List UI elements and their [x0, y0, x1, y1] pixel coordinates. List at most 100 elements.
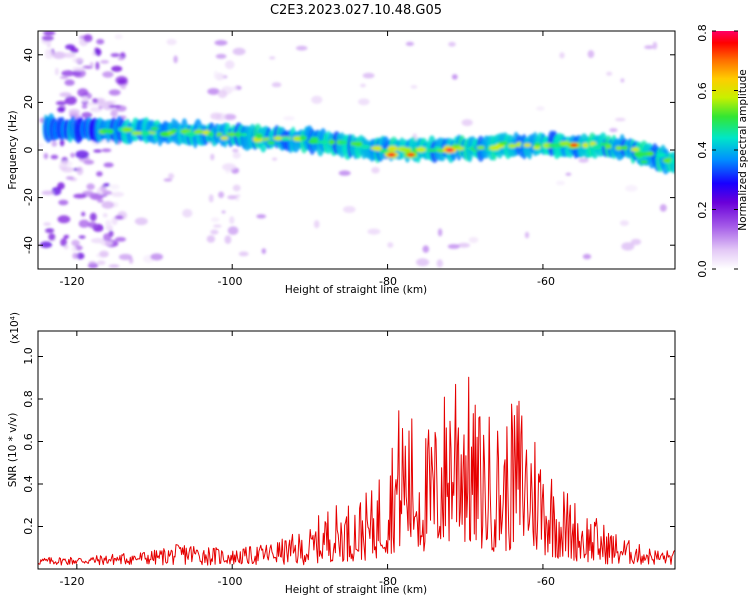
heatmap-noise-cell [114, 237, 127, 242]
heatmap-noise-cell [102, 213, 108, 218]
heatmap-noise-cell [101, 148, 112, 153]
snr-ticks [38, 331, 675, 569]
heatmap-noise-cell [232, 47, 246, 56]
heatmap-noise-cell [108, 264, 120, 268]
heatmap-noise-cell [228, 86, 238, 91]
heatmap-noise-cell [52, 51, 66, 59]
heatmap-noise-cell [214, 40, 228, 46]
heatmap-noise-cell [283, 116, 295, 121]
heatmap-noise-cell [96, 260, 106, 266]
heatmap-noise-cell [114, 34, 123, 40]
heatmap-noise-cell [75, 150, 89, 159]
heatmap-noise-cell [51, 141, 58, 147]
heatmap-band-core [359, 144, 371, 150]
heatmap-noise-cell [76, 252, 85, 260]
heatmap-band-core [255, 133, 263, 139]
heatmap-noise-cell [150, 253, 163, 261]
heatmap-noise-cell [103, 162, 114, 168]
heatmap-noise-cell [582, 253, 592, 260]
heatmap-noise-cell [55, 101, 67, 106]
heatmap-noise-cell [109, 184, 120, 190]
heatmap-noise-cell [59, 92, 72, 98]
heatmap-noise-cell [387, 242, 394, 248]
heatmap-noise-cell [78, 235, 86, 239]
heatmap-peak [387, 152, 396, 157]
heatmap-noise-cell [213, 224, 222, 228]
heatmap-noise-cell [410, 85, 418, 89]
heatmap-noise-cell [71, 239, 80, 247]
heatmap-band-core [400, 147, 412, 153]
heatmap-band-core [101, 128, 109, 134]
heatmap-noise-cell [535, 106, 545, 111]
heatmap-noise-cell [362, 72, 375, 79]
heatmap-noise-cell [78, 219, 90, 228]
heatmap-band-core [240, 132, 248, 137]
heatmap-noise-cell [102, 71, 114, 78]
heatmap-band-core [456, 146, 465, 151]
heatmap-noise-cell [51, 187, 62, 196]
heatmap-band-core [633, 151, 646, 157]
heatmap-noise-cell [103, 233, 112, 242]
heatmap-noise-cell [213, 70, 219, 80]
heatmap-noise-cell [229, 216, 235, 225]
heatmap-noise-cell [524, 231, 530, 239]
heatmap-noise-cell [272, 157, 278, 161]
heatmap-band-core [508, 143, 517, 149]
heatmap-noise-cell [110, 53, 120, 58]
heatmap-band-core [107, 128, 114, 135]
heatmap-noise-cell [210, 229, 219, 235]
heatmap-band-core [328, 139, 336, 145]
heatmap-band-core [646, 151, 655, 157]
heatmap-noise-cell [83, 34, 93, 43]
snr-xtick-label: -80 [379, 575, 397, 588]
heatmap-noise-cell [461, 119, 473, 127]
heatmap-noise-cell [111, 65, 123, 72]
heatmap-noise-cell [227, 195, 238, 200]
heatmap-noise-cell [64, 79, 75, 86]
heatmap-noise-cell [652, 41, 658, 50]
heatmap-noise-cell [45, 228, 55, 234]
heatmap-band-core [131, 131, 144, 136]
heatmap-noise-cell [95, 61, 100, 70]
heatmap-noise-cell [222, 163, 237, 171]
heatmap-band-core [143, 130, 151, 136]
heatmap-noise-cell [89, 212, 97, 222]
heatmap-xtick-label: -100 [218, 275, 243, 288]
snr-y-multiplier: (x10⁴) [9, 312, 21, 344]
snr-ytick-label: 0.8 [22, 390, 35, 408]
heatmap-noise-cell [238, 251, 249, 257]
heatmap-band-core [498, 141, 508, 145]
heatmap-ytick-label: -40 [22, 236, 35, 254]
heatmap-noise-cell [358, 98, 370, 106]
heatmap-noise-cell [96, 38, 105, 45]
heatmap-noise-cell [565, 172, 572, 176]
heatmap-noise-cell [77, 88, 89, 97]
heatmap-noise-cell [86, 183, 95, 190]
heatmap-ytick-label: 0 [22, 147, 35, 154]
heatmap-noise-cell [100, 240, 114, 246]
heatmap-peak [150, 126, 159, 131]
heatmap-noise-cell [208, 194, 214, 203]
snr-ytick-label: 1.0 [22, 347, 35, 365]
heatmap-noise-cell [313, 220, 320, 229]
heatmap-band-core [387, 145, 399, 152]
heatmap-noise-cell [110, 108, 118, 118]
snr-ylabel: SNR (10 * v/v) [7, 413, 19, 488]
colorbar-tick-label: 0.6 [696, 82, 709, 100]
heatmap-noise-cell [65, 44, 76, 50]
heatmap-ytick-label: 20 [22, 95, 35, 109]
heatmap-band-core [309, 136, 319, 142]
heatmap-noise-cell [88, 261, 97, 265]
heatmap-noise-cell [89, 62, 94, 67]
snr-frame [37, 330, 676, 570]
heatmap-noise-cell [87, 221, 97, 229]
heatmap-noise-cell [218, 191, 225, 199]
heatmap-noise-cell [57, 182, 65, 190]
heatmap-band-core [620, 145, 629, 150]
heatmap-noise-cell [587, 50, 595, 59]
heatmap-noise-cell [217, 89, 228, 99]
colorbar-tick-label: 0.8 [696, 24, 709, 42]
heatmap-xlabel: Height of straight line (km) [285, 284, 427, 296]
heatmap-noise-cell [232, 184, 241, 192]
heatmap-noise-cell [90, 237, 105, 244]
